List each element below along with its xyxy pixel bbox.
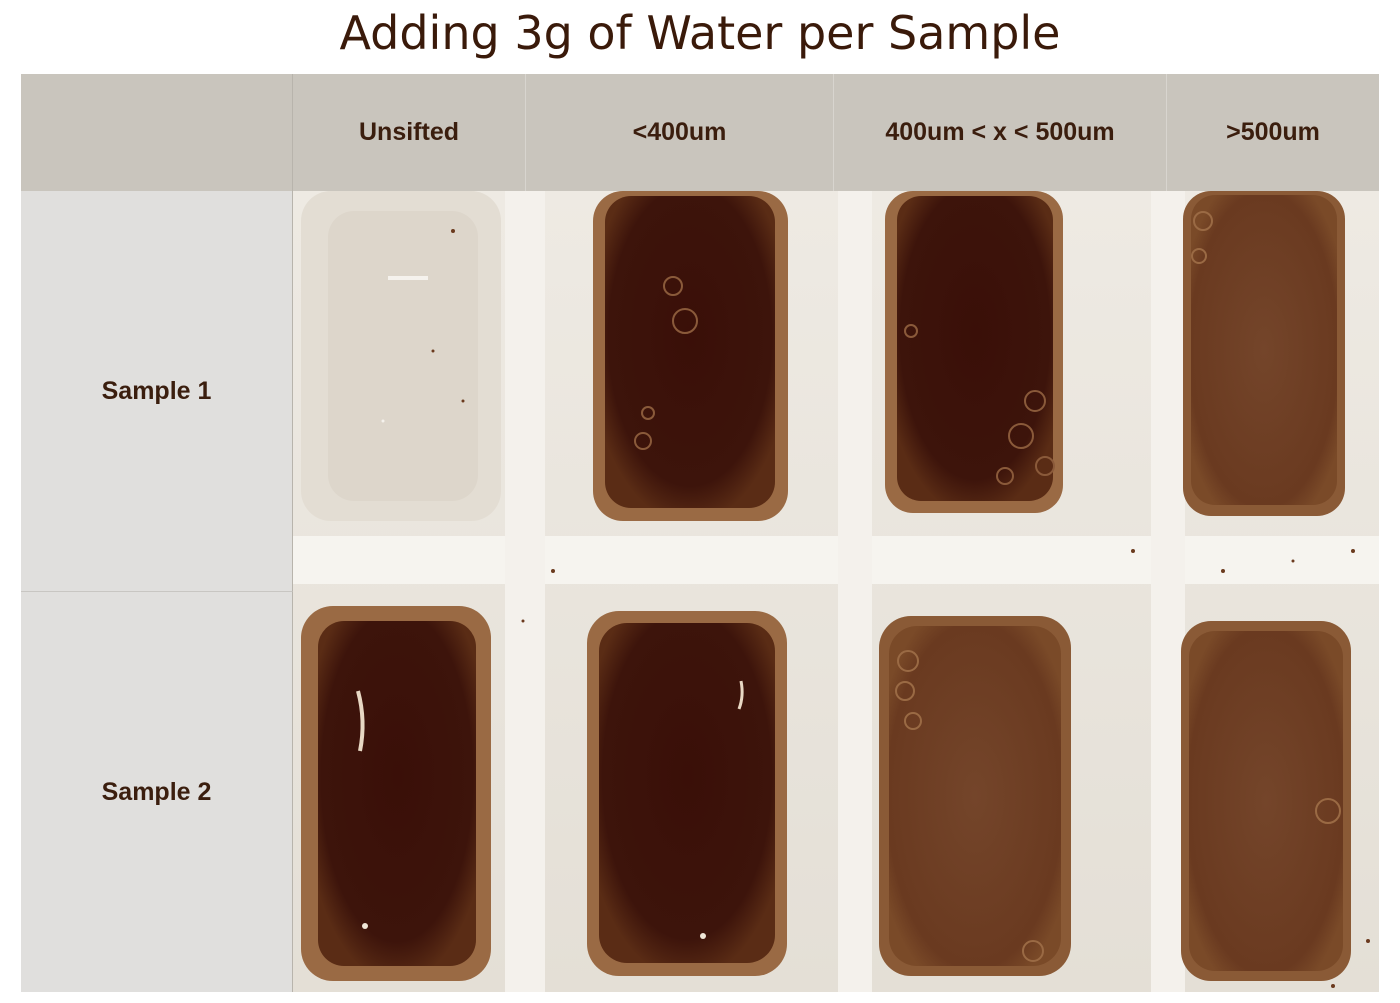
row-header-sample-1: Sample 1 xyxy=(21,191,293,591)
column-header-unsifted: Unsifted xyxy=(293,74,526,191)
well-sample2-400-500um xyxy=(879,616,1071,976)
well-sample2-under-400um xyxy=(587,611,787,976)
column-header-over-500um: >500um xyxy=(1167,74,1379,191)
ice-tray-photo xyxy=(293,191,1379,992)
well-sample2-unsifted xyxy=(301,606,491,981)
column-header-400-500um: 400um < x < 500um xyxy=(834,74,1167,191)
header-corner xyxy=(21,74,293,191)
well-sample1-unsifted xyxy=(301,191,501,521)
chart-title: Adding 3g of Water per Sample xyxy=(0,0,1400,68)
well-sample1-under-400um xyxy=(593,191,788,521)
well-sample1-over-500um xyxy=(1183,191,1345,516)
column-header-under-400um: <400um xyxy=(526,74,834,191)
sample-grid: Unsifted <400um 400um < x < 500um >500um… xyxy=(21,74,1379,992)
ice-tray-illustration xyxy=(293,191,1379,992)
row-header-sample-2: Sample 2 xyxy=(21,591,293,992)
well-sample2-over-500um xyxy=(1181,621,1351,981)
well-sample1-400-500um xyxy=(885,191,1063,513)
